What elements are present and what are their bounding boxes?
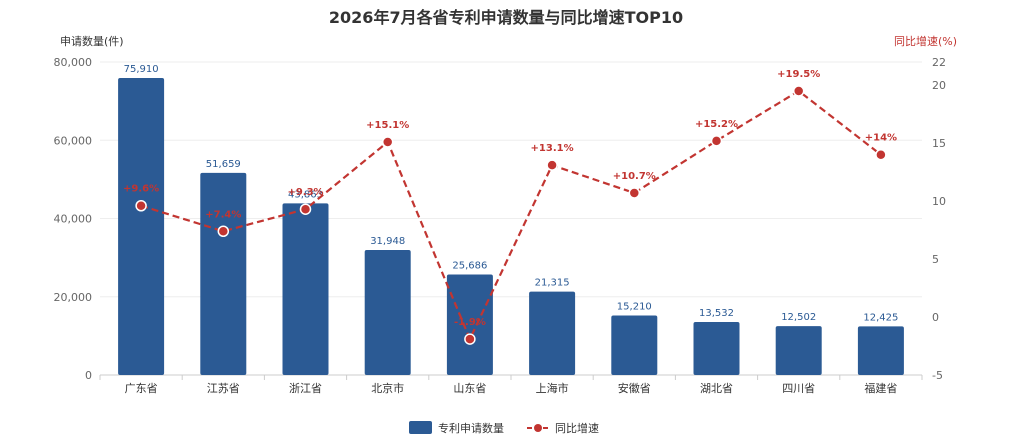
category-label: 四川省 — [782, 382, 815, 395]
right-axis-name: 同比增速(%) — [894, 34, 957, 48]
left-tick-label: 80,000 — [54, 56, 93, 69]
bar-value-label: 12,502 — [781, 312, 816, 323]
bar-value-label: 25,686 — [452, 261, 487, 272]
right-axis-ticks: -5 0 5 10 15 20 22 — [932, 56, 946, 382]
line-value-label: +14% — [865, 133, 897, 144]
line-point — [875, 148, 887, 161]
bar — [200, 172, 247, 375]
legend-bar-label[interactable]: 专利申请数量 — [438, 421, 504, 435]
line-value-label: -1.9% — [454, 317, 486, 328]
legend-bar-swatch[interactable] — [409, 421, 432, 434]
bar-value-label: 51,659 — [206, 159, 241, 170]
bar-value-label: 75,910 — [124, 64, 159, 75]
right-tick-label: 15 — [932, 137, 946, 150]
line-value-label: +9.3% — [287, 187, 323, 198]
bar-series — [118, 78, 904, 375]
line-value-label: +9.6% — [123, 184, 159, 195]
line-value-label: +19.5% — [777, 69, 820, 80]
bar-value-label: 43,863 — [288, 189, 323, 200]
category-label: 山东省 — [453, 382, 486, 395]
line-series — [135, 85, 887, 345]
left-axis-ticks: 0 20,000 40,000 60,000 80,000 — [54, 56, 93, 382]
left-tick-label: 60,000 — [54, 134, 93, 147]
bar — [611, 315, 658, 375]
line-point — [710, 135, 723, 147]
category-label: 广东省 — [125, 382, 158, 395]
right-tick-label: 20 — [932, 79, 946, 92]
line-value-labels: +9.6% +7.4% +9.3% +15.1% -1.9% +13.1% +10.7% +1… — [123, 69, 897, 328]
legend-line-label[interactable]: 同比增速 — [555, 421, 599, 435]
legend-line-marker[interactable] — [534, 424, 542, 432]
bar — [364, 250, 411, 375]
line-value-label: +13.1% — [531, 143, 574, 154]
left-axis-name: 申请数量(件) — [60, 35, 124, 48]
bar — [529, 291, 576, 375]
right-tick-label: 22 — [932, 56, 946, 69]
left-tick-label: 40,000 — [54, 213, 93, 226]
line-point — [628, 187, 641, 199]
category-label: 福建省 — [864, 381, 897, 395]
right-tick-label: 0 — [932, 311, 939, 324]
bar-value-label: 12,425 — [863, 312, 898, 323]
line-value-label: +15.2% — [695, 119, 738, 130]
category-label: 安徽省 — [618, 381, 651, 395]
line-point — [381, 136, 394, 148]
line-point — [792, 85, 805, 97]
line-point — [464, 333, 476, 345]
category-label: 北京市 — [371, 381, 404, 395]
x-axis-categories: 广东省 江苏省 浙江省 北京市 山东省 上海市 安徽省 湖北省 四川省 福建省 — [99, 375, 923, 395]
category-label: 上海市 — [536, 381, 569, 395]
legend[interactable]: 专利申请数量 同比增速 — [409, 421, 599, 435]
left-tick-label: 0 — [85, 369, 92, 382]
bar-value-label: 21,315 — [535, 278, 570, 289]
bar — [282, 203, 329, 375]
line-point — [546, 159, 558, 171]
bar-value-label: 13,532 — [699, 308, 734, 319]
bar — [775, 326, 822, 375]
chart-title: 2026年7月各省专利申请数量与同比增速TOP10 — [329, 8, 683, 27]
category-label: 浙江省 — [289, 382, 322, 395]
right-tick-label: -5 — [932, 369, 943, 382]
right-tick-label: 5 — [932, 253, 939, 266]
left-tick-label: 20,000 — [54, 291, 93, 304]
right-tick-label: 10 — [932, 195, 946, 208]
line-point — [135, 199, 147, 212]
line-point — [299, 203, 312, 215]
line-value-label: +7.4% — [205, 209, 241, 220]
bar — [857, 326, 904, 375]
category-label: 湖北省 — [700, 382, 733, 395]
bar-value-labels: 75,910 51,659 43,863 31,948 25,686 21,315 15,2… — [124, 64, 899, 323]
bar-value-label: 31,948 — [370, 236, 405, 247]
bar — [446, 274, 493, 375]
growth-line — [140, 89, 882, 342]
bar-value-label: 15,210 — [617, 301, 652, 312]
bar — [693, 322, 740, 375]
line-point — [217, 225, 230, 238]
category-label: 江苏省 — [207, 382, 240, 395]
bar — [118, 78, 165, 375]
line-value-label: +10.7% — [613, 171, 656, 182]
line-value-label: +15.1% — [366, 120, 409, 131]
